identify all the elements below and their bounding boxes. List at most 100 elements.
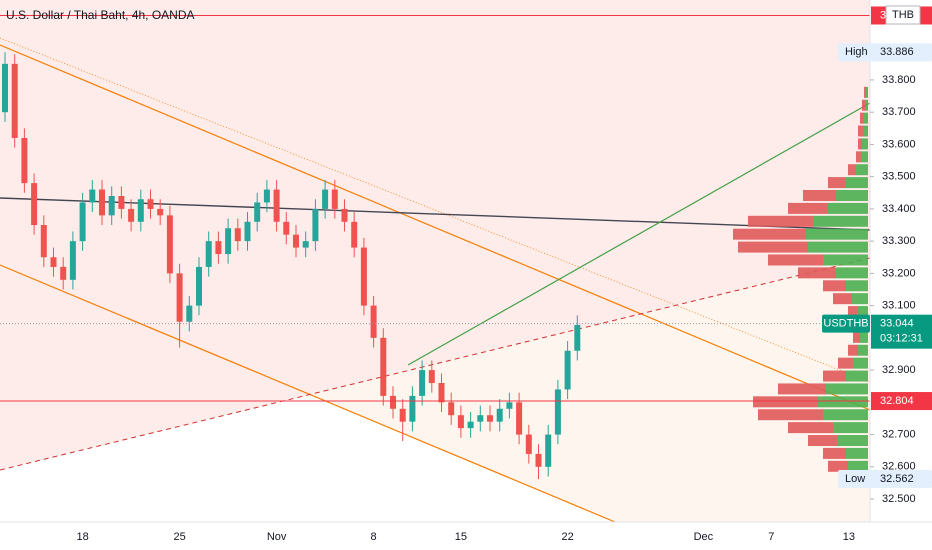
- candle-body: [128, 208, 135, 222]
- zone-pink: [0, 0, 870, 470]
- price-axis: [870, 0, 932, 522]
- currency-box[interactable]: [885, 5, 921, 25]
- profile-buy: [828, 202, 868, 214]
- candle-body: [525, 434, 532, 454]
- profile-sell: [803, 190, 836, 202]
- candle-body: [331, 189, 338, 209]
- y-tick-label: 33.700: [882, 106, 916, 118]
- profile-buy: [836, 267, 868, 279]
- channel-lower: [0, 264, 616, 523]
- profile-sell: [738, 241, 808, 253]
- candle-body: [273, 189, 280, 222]
- candle-body: [157, 208, 164, 216]
- y-tick-label: 32.700: [882, 428, 916, 440]
- profile-sell: [858, 138, 862, 150]
- profile-buy: [866, 86, 868, 98]
- candle-body: [574, 324, 581, 351]
- time-axis: [0, 522, 932, 550]
- candle-body: [487, 415, 493, 422]
- y-tick-label: 32.900: [882, 364, 916, 376]
- candle-body: [137, 199, 144, 222]
- profile-sell: [856, 151, 861, 163]
- profile-buy: [838, 435, 868, 447]
- y-tick-label: 33.300: [882, 235, 916, 247]
- candle-body: [166, 215, 173, 274]
- profile-buy: [846, 177, 868, 189]
- y-tick-label: 33.400: [882, 203, 916, 215]
- profile-sell: [788, 202, 828, 214]
- candle-body: [31, 183, 38, 226]
- x-tick-label: 13: [843, 531, 855, 543]
- profile-buy: [808, 241, 868, 253]
- candle-body: [11, 63, 18, 138]
- candle-body: [225, 228, 232, 255]
- high-value: 33.886: [880, 46, 914, 58]
- candle-body: [399, 408, 406, 422]
- candle-body: [263, 189, 270, 203]
- profile-sell: [848, 306, 858, 318]
- candle-body: [60, 266, 67, 280]
- profile-buy: [864, 112, 868, 124]
- profile-buy: [813, 215, 868, 227]
- chart-title: U.S. Dollar / Thai Baht, 4h, OANDA: [6, 8, 195, 22]
- profile-buy: [836, 190, 868, 202]
- candle-body: [554, 389, 561, 435]
- profile-sell: [848, 164, 856, 176]
- profile-buy: [846, 280, 868, 292]
- profile-buy: [852, 293, 868, 305]
- candle-body: [176, 273, 183, 322]
- profile-sell: [858, 125, 863, 137]
- profile-sell: [864, 86, 866, 98]
- channel-upper: [0, 44, 871, 411]
- candle-body: [234, 228, 241, 242]
- candle-body: [312, 208, 319, 242]
- profile-buy: [865, 99, 868, 111]
- profile-buy: [848, 460, 868, 472]
- profile-buy: [846, 447, 868, 459]
- candle-body: [21, 137, 28, 184]
- x-tick-label: Dec: [694, 531, 714, 543]
- profile-sell: [862, 99, 865, 111]
- profile-buy: [862, 138, 868, 150]
- candle-body: [477, 415, 484, 422]
- candle-body: [99, 189, 105, 216]
- profile-buy: [860, 331, 868, 343]
- trend-line: [0, 197, 871, 231]
- candle-body: [244, 221, 251, 242]
- y-tick-label: 33.200: [882, 267, 916, 279]
- profile-buy: [826, 383, 868, 395]
- candle-body: [2, 63, 8, 113]
- candle-body: [147, 199, 154, 209]
- candle-body: [496, 408, 503, 422]
- low-tag: [838, 470, 932, 489]
- profile-sell: [828, 177, 846, 189]
- profile-sell: [848, 344, 858, 356]
- low-label: Low: [845, 473, 865, 485]
- candle-body: [40, 225, 47, 258]
- profile-buy: [823, 409, 868, 421]
- current-tag: [871, 314, 932, 349]
- candle-body: [545, 434, 552, 467]
- y-tick-label: 33.500: [882, 171, 916, 183]
- profile-sell: [833, 293, 852, 305]
- high-label: High: [845, 46, 868, 58]
- y-tick-label: 33.100: [882, 300, 916, 312]
- candle-body: [50, 257, 57, 267]
- candle-body: [409, 395, 416, 422]
- profile-buy: [861, 151, 868, 163]
- candle-body: [293, 234, 299, 248]
- candle-body: [506, 402, 513, 409]
- candle-body: [467, 421, 474, 429]
- currency[interactable]: THB: [892, 9, 914, 21]
- candle-body: [428, 370, 435, 383]
- candle-body: [448, 402, 455, 416]
- profile-buy: [846, 370, 868, 382]
- candle-body: [215, 241, 222, 255]
- candle-body: [390, 395, 396, 409]
- x-tick-label: 15: [455, 531, 467, 543]
- profile-sell: [733, 228, 806, 240]
- profile-sell: [808, 435, 838, 447]
- x-tick-label: 25: [173, 531, 185, 543]
- x-tick-label: 7: [768, 531, 774, 543]
